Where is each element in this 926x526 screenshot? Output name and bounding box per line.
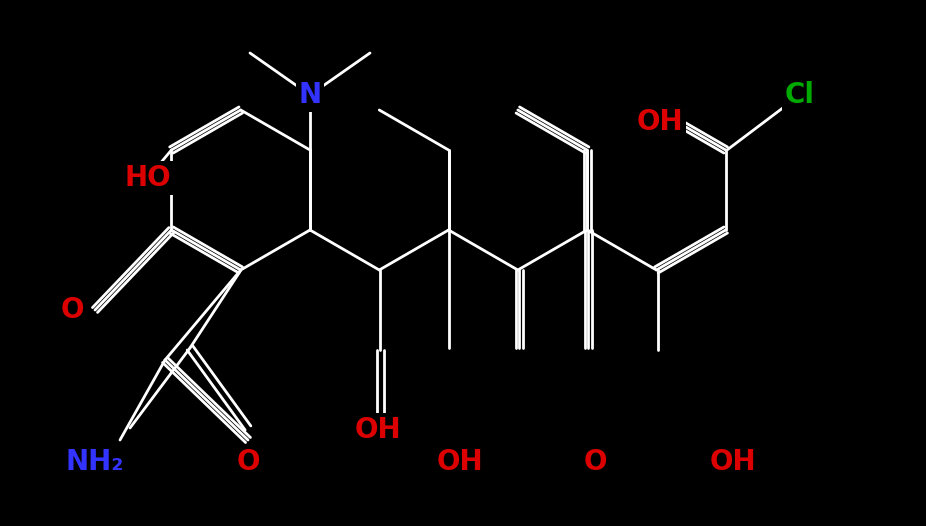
Text: OH: OH xyxy=(355,416,401,444)
Text: NH₂: NH₂ xyxy=(66,448,124,476)
Text: O: O xyxy=(583,448,607,476)
Text: O: O xyxy=(236,448,260,476)
Text: Cl: Cl xyxy=(785,81,815,109)
Text: OH: OH xyxy=(637,108,683,136)
Text: OH: OH xyxy=(437,448,483,476)
Text: O: O xyxy=(60,296,83,324)
Text: HO: HO xyxy=(125,164,171,192)
Text: OH: OH xyxy=(709,448,757,476)
Text: N: N xyxy=(298,81,321,109)
